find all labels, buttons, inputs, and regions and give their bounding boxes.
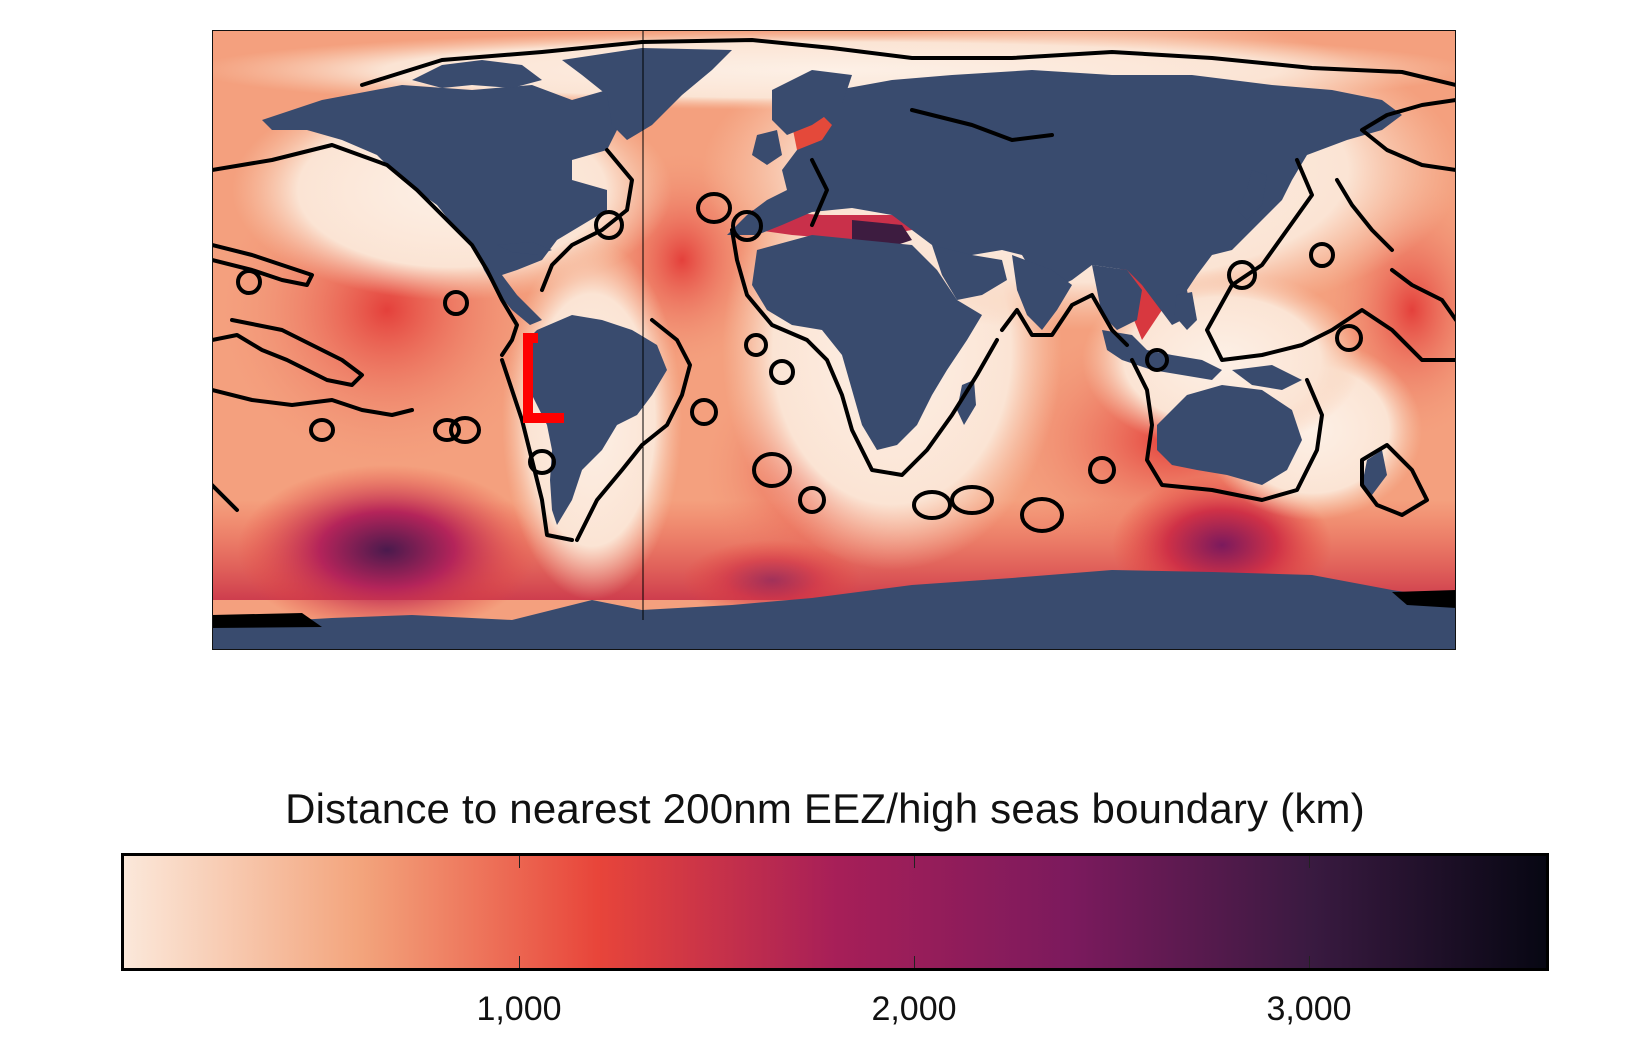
eez-boundary-lines: [212, 38, 1456, 542]
map-canvas: [212, 30, 1456, 650]
world-map: [212, 30, 1456, 650]
new-zealand: [1362, 450, 1387, 495]
colorbar-tick-top: [914, 856, 915, 868]
colorbar-tick-label: 1,000: [476, 990, 562, 1028]
colorbar-tick-top: [519, 856, 520, 868]
madagascar: [957, 380, 976, 425]
island-eez-circles: [236, 192, 1363, 533]
british-isles: [752, 130, 782, 165]
ronne-ice-shelf: [1392, 590, 1456, 608]
colorbar-tick-label: 2,000: [871, 990, 957, 1028]
colorbar-tick-bottom: [914, 956, 915, 968]
arabian-peninsula: [932, 245, 1007, 300]
japan: [1237, 170, 1267, 220]
colorbar-tick-bottom: [1309, 956, 1310, 968]
antarctica: [212, 570, 1456, 650]
maritime-southeast-asia: [1102, 330, 1222, 380]
south-pacific-max-distance: [237, 465, 537, 635]
philippines: [1174, 292, 1197, 330]
australia: [1157, 385, 1302, 485]
legend-title: Distance to nearest 200nm EEZ/high seas …: [285, 785, 1365, 832]
north-america: [262, 85, 622, 325]
new-guinea: [1232, 365, 1302, 390]
colorbar-tick-top: [1309, 856, 1310, 868]
scandinavia: [772, 70, 852, 135]
ross-ice-shelf: [212, 613, 322, 628]
eurasia: [727, 70, 1402, 325]
indian-subcontinent: [1012, 255, 1072, 330]
colorbar-tick-bottom: [519, 956, 520, 968]
caribbean-islands: [497, 242, 552, 255]
greenland: [562, 48, 732, 140]
highlight-box: [523, 333, 564, 423]
canadian-arctic-islands: [412, 60, 542, 88]
south-america: [524, 315, 667, 525]
land: [212, 48, 1456, 650]
map-border: [212, 30, 1456, 650]
colorbar: [121, 853, 1549, 971]
africa: [752, 235, 982, 450]
colorbar-tick-label: 3,000: [1266, 990, 1352, 1028]
